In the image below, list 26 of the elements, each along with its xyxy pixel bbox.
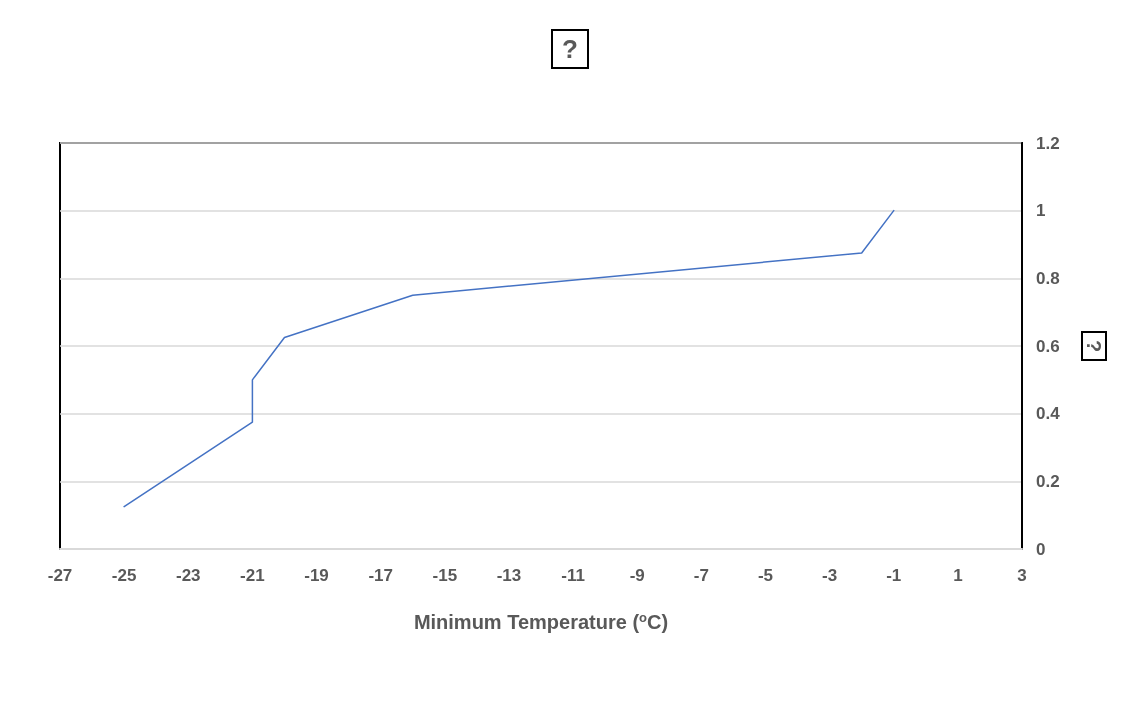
y-tick-label: 1 [1036, 201, 1046, 221]
y-tick-label: 0.4 [1036, 404, 1061, 424]
x-tick-label: -7 [693, 566, 709, 585]
x-tick-label: -9 [629, 566, 645, 585]
y-tick-label: 1.2 [1036, 133, 1060, 153]
x-tick-label: -1 [886, 566, 902, 585]
x-tick-label: -21 [240, 566, 265, 585]
y-axis-title: ? [1083, 339, 1105, 353]
x-tick-label: 1 [953, 566, 963, 585]
x-tick-label: -17 [368, 566, 393, 585]
x-tick-label: -3 [822, 566, 838, 585]
chart-title: ? [562, 34, 578, 64]
x-tick-label: -15 [432, 566, 458, 585]
y-tick-label: 0.8 [1036, 268, 1060, 288]
x-tick-label: -27 [47, 566, 73, 585]
y-tick-label: 0.2 [1036, 471, 1060, 491]
x-tick-label: 3 [1017, 566, 1027, 585]
x-tick-label: -19 [304, 566, 329, 585]
y-tick-label: 0.6 [1036, 336, 1060, 356]
line-series [123, 209, 895, 508]
x-tick-label: -11 [561, 566, 585, 585]
x-tick-label: -23 [175, 566, 201, 585]
x-tick-label: -5 [757, 566, 774, 585]
y-tick-label: 0 [1036, 539, 1046, 559]
x-tick-label: -25 [111, 566, 137, 585]
x-tick-label: -13 [496, 566, 522, 585]
